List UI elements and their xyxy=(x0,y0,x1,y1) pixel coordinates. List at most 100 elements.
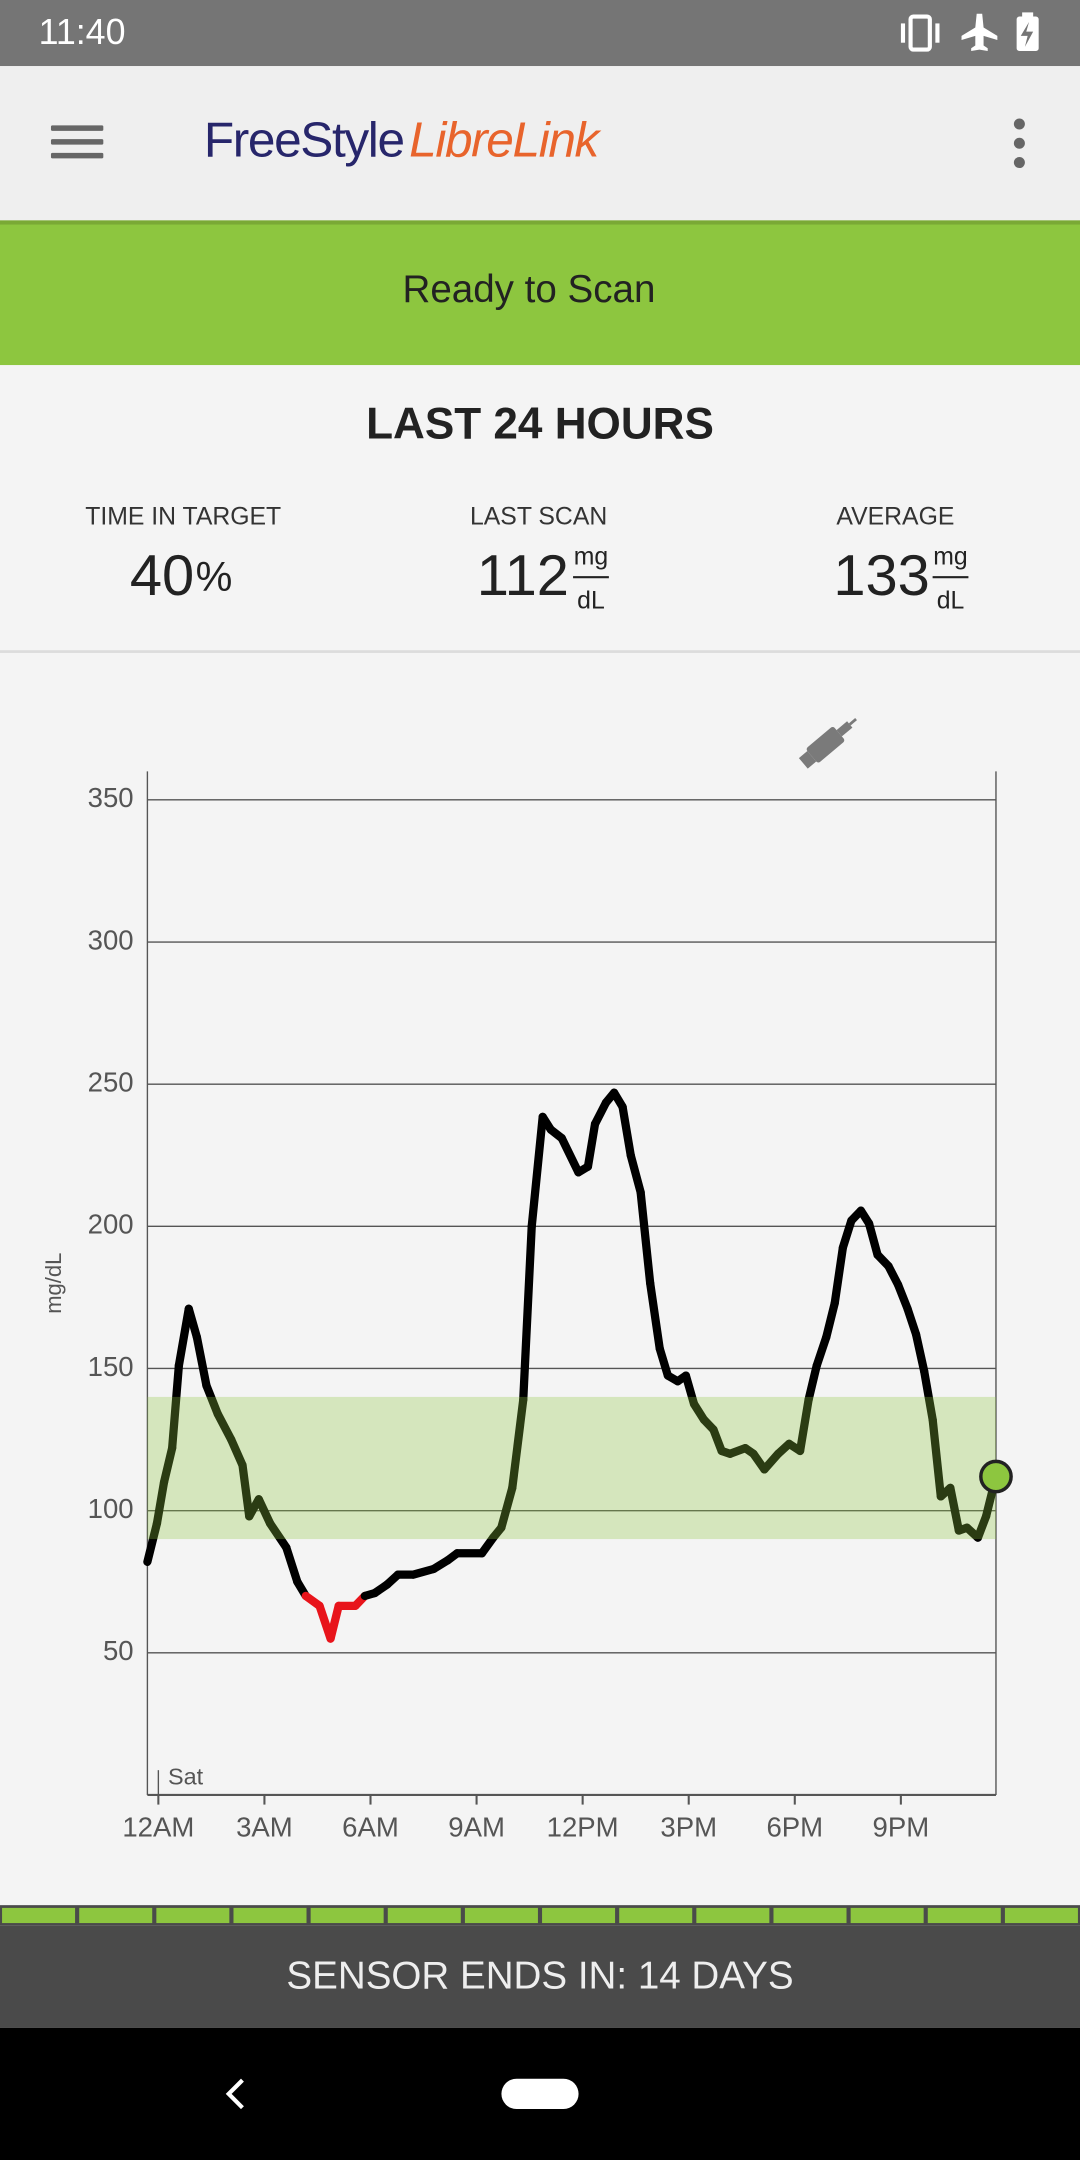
glucose-line xyxy=(152,1478,169,1528)
sensor-text: SENSOR ENDS IN: 14 DAYS xyxy=(286,1954,793,1997)
stat-unit: dL xyxy=(577,588,605,615)
glucose-line xyxy=(174,1304,193,1370)
stat-label: AVERAGE xyxy=(836,504,954,531)
y-tick-label: 150 xyxy=(88,1351,134,1382)
y-tick-label: 100 xyxy=(88,1493,134,1524)
y-tick-label: 300 xyxy=(88,924,134,955)
logo-left: FreeStyle xyxy=(204,111,404,167)
glucose-line xyxy=(838,1216,856,1252)
glucose-line xyxy=(822,1298,839,1342)
glucose-line xyxy=(626,1151,645,1197)
scan-banner[interactable] xyxy=(0,220,1080,366)
menu-button[interactable] xyxy=(50,125,104,159)
logo: FreeStyle LibreLink xyxy=(204,111,602,167)
glucose-line xyxy=(497,1483,517,1532)
glucose-line xyxy=(143,1519,162,1566)
glucose-line xyxy=(830,1243,848,1308)
y-tick-label: 250 xyxy=(88,1066,134,1097)
progress-segment xyxy=(619,1907,693,1924)
glucose-line xyxy=(618,1102,635,1160)
glucose-line xyxy=(655,1344,672,1380)
glucose-line xyxy=(946,1483,963,1535)
home-button[interactable] xyxy=(501,2078,579,2110)
stat-label: TIME IN TARGET xyxy=(85,504,281,531)
glucose-line xyxy=(646,1279,664,1353)
back-button[interactable] xyxy=(225,2078,244,2110)
stat-unit: mg xyxy=(933,543,967,570)
progress-segment xyxy=(464,1907,538,1924)
glucose-line xyxy=(893,1280,912,1313)
target-range xyxy=(147,1396,996,1540)
stat-value: 133 xyxy=(833,544,930,608)
glucose-line xyxy=(184,1304,202,1342)
glucose-line xyxy=(282,1543,302,1586)
glucose-line xyxy=(254,1495,275,1528)
glucose-line xyxy=(227,1435,247,1470)
x-tick-label: 12PM xyxy=(547,1812,619,1843)
x-tick-label: 3AM xyxy=(236,1812,293,1843)
stat-unit: dL xyxy=(937,588,965,615)
progress-segment xyxy=(2,1907,76,1924)
x-tick-label: 6AM xyxy=(342,1812,399,1843)
glucose-line xyxy=(583,1119,600,1171)
progress-segment xyxy=(927,1907,1001,1924)
progress-segment xyxy=(233,1907,307,1924)
x-tick-label: 3PM xyxy=(660,1812,717,1843)
insulin-icon xyxy=(798,718,857,769)
banner-shadow xyxy=(0,220,1080,225)
glucose-line xyxy=(192,1333,211,1390)
summary-title: LAST 24 HOURS xyxy=(366,400,714,449)
glucose-line xyxy=(920,1367,937,1424)
glucose-line xyxy=(903,1304,921,1339)
glucose-line xyxy=(636,1188,655,1288)
overflow-menu[interactable] xyxy=(1013,118,1025,169)
stat-unit: mg xyxy=(574,543,608,570)
y-axis-label: mg/dL xyxy=(41,1253,66,1314)
glucose-line xyxy=(557,1134,583,1177)
glucose-line xyxy=(159,1443,177,1487)
progress-segment xyxy=(387,1907,461,1924)
stat-label: LAST SCAN xyxy=(470,504,607,531)
app-bar xyxy=(0,66,1080,221)
progress-segment xyxy=(310,1907,384,1924)
glucose-line xyxy=(238,1461,254,1521)
x-tick-label: 6PM xyxy=(766,1812,823,1843)
last-reading xyxy=(979,1459,1013,1494)
day-label: Sat xyxy=(168,1764,204,1790)
glucose-line xyxy=(202,1381,222,1419)
glucose-line xyxy=(326,1601,343,1643)
sensor-bar xyxy=(0,1925,1080,2028)
logo-right: LibreLink xyxy=(409,111,601,167)
stat-value: 40 xyxy=(130,544,194,608)
status-bar xyxy=(0,0,1080,67)
progress-segment xyxy=(850,1907,924,1924)
y-tick-label: 50 xyxy=(103,1635,134,1666)
glucose-chart: 50 100 150 200 250 300 350 12AM 3AM 6AM 9AM 12PM 3PM… xyxy=(41,771,1013,1843)
y-tick-label: 200 xyxy=(88,1209,134,1240)
glucose-line xyxy=(928,1415,945,1501)
stat-unit: % xyxy=(196,554,233,600)
glucose-line xyxy=(508,1395,528,1493)
glucose-line xyxy=(804,1361,821,1404)
stat-value: 112 xyxy=(477,544,569,608)
glucose-line xyxy=(213,1409,236,1444)
progress-segment xyxy=(79,1907,153,1924)
progress-segment xyxy=(156,1907,230,1924)
glucose-line xyxy=(265,1519,291,1552)
x-tick-label: 12AM xyxy=(122,1812,194,1843)
divider xyxy=(0,650,1080,653)
glucose-line xyxy=(812,1333,831,1370)
clock: 11:40 xyxy=(39,12,126,52)
glucose-line xyxy=(795,1395,813,1456)
glucose-line xyxy=(519,1222,536,1404)
glucose-line xyxy=(681,1371,699,1409)
glucose-line xyxy=(168,1361,183,1453)
progress-segment xyxy=(1004,1907,1078,1924)
x-tick-label: 9AM xyxy=(448,1812,505,1843)
progress-segment xyxy=(696,1907,770,1924)
y-tick-label: 350 xyxy=(88,782,134,813)
progress-segment xyxy=(542,1907,616,1924)
x-tick-label: 9PM xyxy=(873,1812,930,1843)
